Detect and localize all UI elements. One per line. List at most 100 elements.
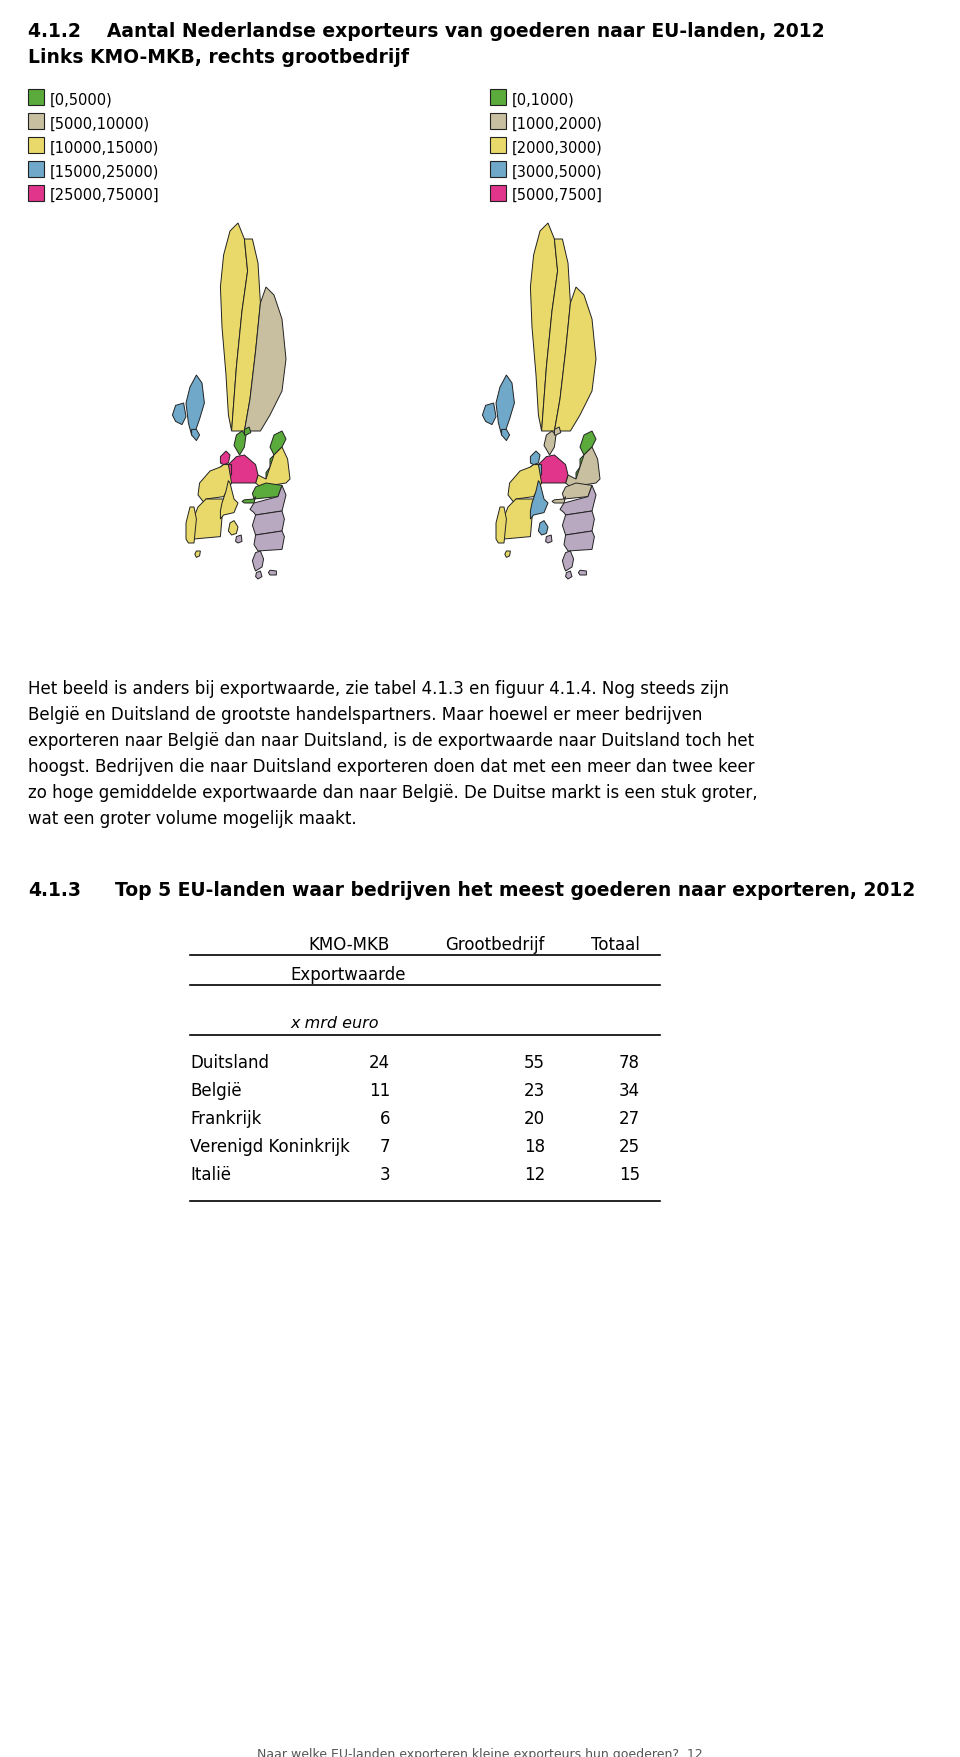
Polygon shape	[483, 404, 496, 425]
Text: [0,5000): [0,5000)	[50, 91, 112, 107]
Polygon shape	[221, 452, 230, 466]
Polygon shape	[195, 552, 201, 559]
Text: 4.1.3: 4.1.3	[28, 880, 81, 900]
Polygon shape	[563, 552, 574, 571]
Polygon shape	[530, 223, 558, 432]
Polygon shape	[530, 466, 541, 476]
Bar	[490, 114, 506, 130]
Polygon shape	[221, 481, 238, 520]
Polygon shape	[496, 376, 515, 436]
Text: [5000,10000): [5000,10000)	[50, 116, 150, 132]
Text: [0,1000): [0,1000)	[512, 91, 575, 107]
Polygon shape	[221, 223, 248, 432]
Polygon shape	[173, 404, 186, 425]
Text: Het beeld is anders bij exportwaarde, zie tabel 4.1.3 en figuur 4.1.4. Nog steed: Het beeld is anders bij exportwaarde, zi…	[28, 680, 729, 698]
Polygon shape	[565, 448, 600, 488]
Text: 24: 24	[369, 1054, 390, 1072]
Text: 12: 12	[524, 1165, 545, 1182]
Bar	[490, 90, 506, 105]
Polygon shape	[245, 288, 286, 432]
Polygon shape	[560, 487, 596, 517]
Polygon shape	[530, 481, 548, 520]
Polygon shape	[198, 466, 231, 504]
Polygon shape	[270, 455, 282, 467]
Text: [15000,25000): [15000,25000)	[50, 163, 159, 179]
Polygon shape	[536, 455, 568, 483]
Polygon shape	[576, 467, 588, 480]
Text: [2000,3000): [2000,3000)	[512, 141, 603, 155]
Text: 23: 23	[524, 1081, 545, 1100]
Polygon shape	[234, 432, 246, 455]
Polygon shape	[563, 483, 592, 499]
Bar	[490, 137, 506, 155]
Polygon shape	[254, 532, 284, 552]
Text: 3: 3	[379, 1165, 390, 1182]
Text: Italië: Italië	[190, 1165, 231, 1182]
Polygon shape	[539, 522, 548, 536]
Text: [10000,15000): [10000,15000)	[50, 141, 159, 155]
Polygon shape	[544, 432, 556, 455]
Text: Verenigd Koninkrijk: Verenigd Koninkrijk	[190, 1137, 349, 1156]
Text: Naar welke EU-landen exporteren kleine exporteurs hun goederen?  12: Naar welke EU-landen exporteren kleine e…	[257, 1746, 703, 1757]
Polygon shape	[270, 432, 286, 455]
Polygon shape	[235, 536, 242, 543]
Text: exporteren naar België dan naar Duitsland, is de exportwaarde naar Duitsland toc: exporteren naar België dan naar Duitslan…	[28, 731, 755, 750]
Polygon shape	[186, 376, 204, 436]
Text: Frankrijk: Frankrijk	[190, 1109, 261, 1128]
Polygon shape	[508, 466, 541, 504]
Polygon shape	[252, 483, 282, 499]
Bar	[28, 162, 44, 177]
Text: Duitsland: Duitsland	[190, 1054, 269, 1072]
Polygon shape	[252, 552, 264, 571]
Text: x mrd euro: x mrd euro	[290, 1016, 378, 1030]
Text: 15: 15	[619, 1165, 640, 1182]
Polygon shape	[266, 467, 278, 480]
Text: [5000,7500]: [5000,7500]	[512, 188, 603, 202]
Polygon shape	[563, 511, 594, 536]
Text: Totaal: Totaal	[591, 935, 640, 954]
Polygon shape	[564, 532, 594, 552]
Polygon shape	[255, 448, 290, 488]
Bar	[28, 90, 44, 105]
Text: 11: 11	[369, 1081, 390, 1100]
Text: hoogst. Bedrijven die naar Duitsland exporteren doen dat met een meer dan twee k: hoogst. Bedrijven die naar Duitsland exp…	[28, 757, 755, 775]
Polygon shape	[231, 241, 260, 432]
Text: België: België	[190, 1081, 242, 1100]
Text: 55: 55	[524, 1054, 545, 1072]
Polygon shape	[496, 508, 507, 543]
Text: 4.1.2    Aantal Nederlandse exporteurs van goederen naar EU-landen, 2012: 4.1.2 Aantal Nederlandse exporteurs van …	[28, 23, 825, 40]
Text: Top 5 EU-landen waar bedrijven het meest goederen naar exporteren, 2012: Top 5 EU-landen waar bedrijven het meest…	[115, 880, 915, 900]
Text: België en Duitsland de grootste handelspartners. Maar hoewel er meer bedrijven: België en Duitsland de grootste handelsp…	[28, 706, 703, 724]
Text: 34: 34	[619, 1081, 640, 1100]
Polygon shape	[245, 427, 251, 436]
Text: [3000,5000): [3000,5000)	[512, 163, 603, 179]
Polygon shape	[578, 571, 587, 576]
Text: [1000,2000): [1000,2000)	[512, 116, 603, 132]
Polygon shape	[565, 571, 572, 580]
Text: zo hoge gemiddelde exportwaarde dan naar België. De Duitse markt is een stuk gro: zo hoge gemiddelde exportwaarde dan naar…	[28, 784, 757, 801]
Polygon shape	[226, 455, 258, 483]
Polygon shape	[552, 497, 565, 504]
Polygon shape	[580, 455, 592, 467]
Polygon shape	[269, 571, 276, 576]
Polygon shape	[555, 427, 561, 436]
Polygon shape	[541, 241, 570, 432]
Polygon shape	[228, 522, 238, 536]
Text: Exportwaarde: Exportwaarde	[290, 965, 405, 984]
Text: 20: 20	[524, 1109, 545, 1128]
Text: KMO-MKB: KMO-MKB	[309, 935, 390, 954]
Polygon shape	[580, 432, 596, 455]
Bar	[490, 186, 506, 202]
Polygon shape	[505, 552, 511, 559]
Polygon shape	[192, 430, 200, 441]
Bar	[28, 186, 44, 202]
Text: wat een groter volume mogelijk maakt.: wat een groter volume mogelijk maakt.	[28, 810, 356, 828]
Polygon shape	[250, 487, 286, 517]
Text: 27: 27	[619, 1109, 640, 1128]
Polygon shape	[221, 466, 231, 476]
Polygon shape	[555, 288, 596, 432]
Text: 7: 7	[379, 1137, 390, 1156]
Polygon shape	[192, 499, 224, 539]
Polygon shape	[502, 430, 510, 441]
Polygon shape	[502, 499, 534, 539]
